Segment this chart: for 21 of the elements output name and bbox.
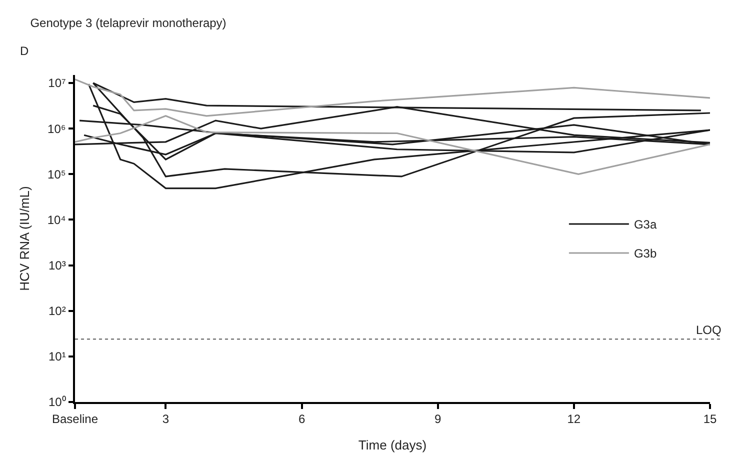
text: D [20, 44, 29, 58]
y-tick-label: 10⁷ [48, 76, 66, 90]
y-tick-label: 10⁵ [48, 167, 66, 182]
chart-title: Genotype 3 (telaprevir monotherapy) [30, 16, 226, 30]
y-tick-label: 10¹ [48, 350, 66, 364]
y-tick-label: 10⁰ [48, 395, 66, 410]
y-tick-label: 10⁶ [48, 122, 66, 136]
x-axis-title: Time (days) [358, 437, 427, 452]
x-tick-label: 6 [298, 412, 306, 426]
y-tick-label: 10² [48, 304, 66, 318]
y-tick-label: 10³ [48, 258, 66, 272]
legend-label: G3a [634, 218, 657, 232]
x-tick-label: Baseline [52, 412, 98, 426]
x-tick-label: 15 [703, 412, 717, 426]
x-tick-label: 9 [434, 412, 442, 426]
ref-line-label: LOQ [696, 323, 722, 337]
y-axis-title: HCV RNA (IU/mL) [16, 186, 32, 291]
x-tick-label: 12 [567, 412, 581, 426]
y-tick-label: 10⁴ [47, 212, 66, 227]
x-tick-label: 3 [162, 412, 170, 426]
legend-label: G3b [634, 246, 657, 261]
